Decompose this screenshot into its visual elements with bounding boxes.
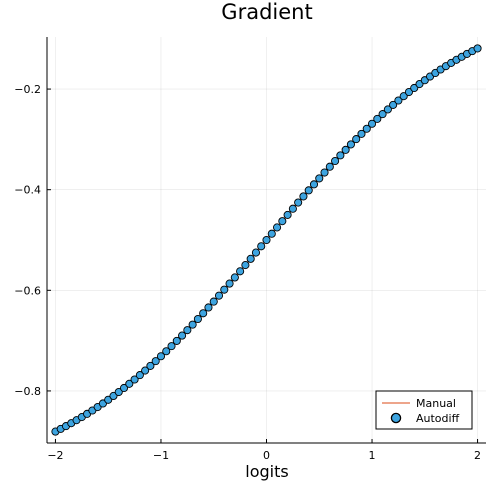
autodiff-point-48 <box>304 186 313 195</box>
y-tick-label-2: −0.4 <box>14 184 41 197</box>
autodiff-point-49 <box>309 180 319 189</box>
autodiff-point-51 <box>320 168 329 177</box>
autodiff-point-22 <box>167 342 176 351</box>
y-tick-label-3: −0.2 <box>14 83 41 96</box>
legend-autodiff-swatch <box>390 412 402 424</box>
autodiff-point-47 <box>299 192 308 201</box>
autodiff-point-68 <box>410 83 419 93</box>
x-tick-label-3: 1 <box>369 449 376 462</box>
autodiff-point-56 <box>346 140 355 149</box>
autodiff-point-52 <box>325 162 334 171</box>
legend-manual-label: Manual <box>416 397 456 410</box>
autodiff-point-80 <box>473 44 482 53</box>
legend-box <box>375 390 473 430</box>
autodiff-point-33 <box>225 279 234 288</box>
autodiff-point-31 <box>214 291 224 300</box>
autodiff-point-39 <box>257 242 266 251</box>
autodiff-point-41 <box>267 229 276 238</box>
ticks: −2 −1 0 1 2 −0.8 −0.6 −0.4 −0.2 <box>14 83 481 462</box>
autodiff-point-15 <box>130 375 139 384</box>
autodiff-point-55 <box>341 145 350 154</box>
autodiff-point-60 <box>367 119 377 128</box>
autodiff-point-13 <box>119 383 129 393</box>
autodiff-point-45 <box>288 204 297 213</box>
autodiff-point-43 <box>278 217 287 226</box>
autodiff-point-59 <box>362 124 371 133</box>
autodiff-point-29 <box>204 303 213 312</box>
autodiff-point-37 <box>246 254 255 263</box>
autodiff-point-34 <box>230 273 239 282</box>
x-tick-label-0: −2 <box>47 449 63 462</box>
autodiff-point-35 <box>236 267 245 276</box>
x-tick-label-4: 2 <box>474 449 481 462</box>
autodiff-point-12 <box>114 387 123 397</box>
y-tick-label-0: −0.8 <box>14 385 41 398</box>
autodiff-point-17 <box>141 366 150 375</box>
x-tick-label-1: −1 <box>153 449 169 462</box>
autodiff-point-21 <box>162 347 171 356</box>
autodiff-point-18 <box>146 361 155 370</box>
legend: Manual Autodiff <box>375 390 473 430</box>
autodiff-point-38 <box>251 248 260 257</box>
autodiff-point-24 <box>178 331 187 340</box>
autodiff-point-28 <box>199 309 208 318</box>
autodiff-point-54 <box>336 151 345 160</box>
autodiff-point-40 <box>262 235 271 245</box>
autodiff-point-57 <box>352 135 361 144</box>
y-tick-label-1: −0.6 <box>14 284 41 297</box>
autodiff-point-25 <box>183 326 192 335</box>
autodiff-point-64 <box>389 100 398 109</box>
series <box>51 44 482 436</box>
autodiff-point-23 <box>172 336 181 345</box>
autodiff-point-32 <box>220 285 229 294</box>
autodiff-point-44 <box>283 210 292 219</box>
autodiff-point-50 <box>315 174 324 183</box>
autodiff-point-11 <box>109 391 118 401</box>
autodiff-point-58 <box>357 129 366 138</box>
autodiff-point-26 <box>188 320 197 329</box>
autodiff-point-67 <box>404 87 414 97</box>
legend-autodiff-label: Autodiff <box>416 412 460 425</box>
autodiff-point-66 <box>399 92 408 101</box>
autodiff-point-16 <box>135 371 144 380</box>
autodiff-point-62 <box>378 110 387 119</box>
x-axis-label: logits <box>245 462 288 481</box>
autodiff-point-63 <box>383 105 392 114</box>
autodiff-point-46 <box>294 198 303 207</box>
autodiff-point-19 <box>151 357 160 366</box>
chart-title: Gradient <box>221 0 312 24</box>
autodiff-point-65 <box>394 96 403 105</box>
autodiff-point-20 <box>156 352 166 361</box>
autodiff-point-27 <box>193 314 202 324</box>
autodiff-point-42 <box>273 223 282 232</box>
autodiff-point-61 <box>373 114 382 123</box>
autodiff-point-14 <box>125 379 134 388</box>
autodiff-point-53 <box>331 156 340 166</box>
autodiff-point-36 <box>241 261 250 270</box>
autodiff-point-30 <box>209 297 218 306</box>
x-tick-label-2: 0 <box>263 449 270 462</box>
